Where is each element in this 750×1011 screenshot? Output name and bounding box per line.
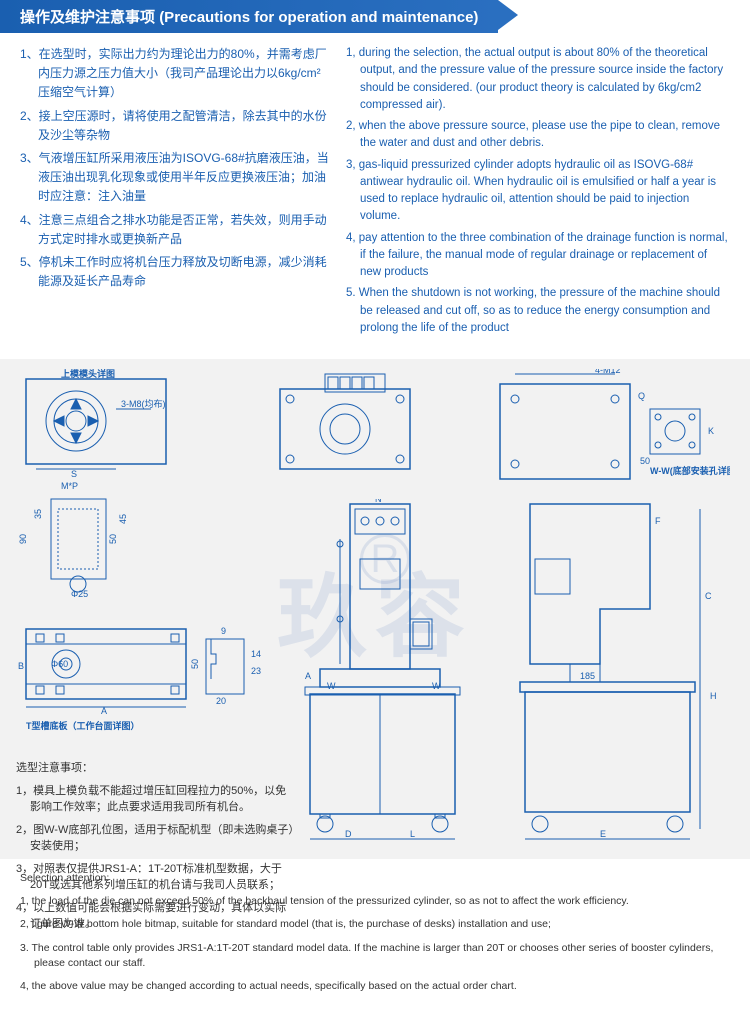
dim-50l: 50 xyxy=(108,534,118,544)
precaution-en-1: 1, during the selection, the actual outp… xyxy=(346,45,730,114)
dim-phi60: Φ60 xyxy=(51,659,68,669)
dim-45: 45 xyxy=(118,514,128,524)
dim-90: 90 xyxy=(18,534,28,544)
letter-a: A xyxy=(305,671,311,681)
precaution-en-2: 2, when the above pressure source, pleas… xyxy=(346,118,730,153)
precaution-cn-4: 4、注意三点组合之排水功能是否正常，若失效，则用手动方式定时排水或更换新产品 xyxy=(20,211,330,249)
machine-side-view: C H 185 F E xyxy=(510,499,730,844)
letter-n: N xyxy=(375,499,382,504)
selection-cn-2: 2，图W-W底部孔位图，适用于标配机型（即未选购桌子）安装使用； xyxy=(16,822,296,855)
precautions-block: 1、在选型时，实际出力约为理论出力的80%，并需考虑厂内压力源之压力值大小（我司… xyxy=(0,33,750,351)
label-mount-holes: 4-M12 xyxy=(595,369,621,375)
label-slot-plate: T型槽底板（工作台面详图） xyxy=(26,720,140,731)
selection-en-3: 3. The control table only provides JRS1-… xyxy=(20,941,730,971)
selection-cn-1: 1，模具上模负载不能超过增压缸回程拉力的50%，以免影响工作效率；此点要求适用我… xyxy=(16,783,296,816)
precaution-cn-2: 2、接上空压源时，请将使用之配管清洁，除去其中的水份及沙尘等杂物 xyxy=(20,107,330,145)
letter-e: E xyxy=(600,829,606,839)
precautions-english: 1, during the selection, the actual outp… xyxy=(346,45,730,341)
machine-top-view xyxy=(270,369,440,479)
precaution-en-5: 5. When the shutdown is not working, the… xyxy=(346,285,730,337)
precaution-cn-3: 3、气液增压缸所采用液压油为ISOVG-68#抗磨液压油，当液压油出现乳化现象或… xyxy=(20,149,330,207)
machine-front-view: N A D L W W xyxy=(290,499,490,844)
dim-35: 35 xyxy=(33,509,43,519)
label-top-detail: 上模模头详图 xyxy=(61,369,115,379)
precaution-en-3: 3, gas-liquid pressurized cylinder adopt… xyxy=(346,157,730,226)
t-slot-plate-drawing: Φ60 B A 9 14 23 20 50 T型槽底板（工作台面详图） xyxy=(16,619,266,739)
dim-9: 9 xyxy=(221,626,226,636)
dim-50r2: 50 xyxy=(640,456,650,466)
upper-die-detail-drawing: 上模模头详图 3-M8(均布) S M*P Φ25 90 35 50 45 xyxy=(16,369,176,599)
letter-w: W xyxy=(327,681,336,691)
letter-l: L xyxy=(410,829,415,839)
precautions-chinese: 1、在选型时，实际出力约为理论出力的80%，并需考虑厂内压力源之压力值大小（我司… xyxy=(20,45,330,341)
letter-h: H xyxy=(710,691,717,701)
dim-50r: 50 xyxy=(190,659,200,669)
label-bottom-detail: W-W(底部安装孔详图) xyxy=(650,465,730,476)
letter-d: D xyxy=(345,829,352,839)
dim-23: 23 xyxy=(251,666,261,676)
letter-w2: W xyxy=(432,681,441,691)
selection-notes-cn: 选型注意事项： 1，模具上模负载不能超过增压缸回程拉力的50%，以免影响工作效率… xyxy=(16,754,296,934)
dim-185: 185 xyxy=(580,671,595,681)
letter-c: C xyxy=(705,591,712,601)
dim-phi25: Φ25 xyxy=(71,589,88,599)
section-header: 操作及维护注意事项 (Precautions for operation and… xyxy=(0,0,498,33)
dim-mp: M*P xyxy=(61,481,78,491)
selection-cn-4: 4，以上数值可能会根据实际需要进行变动，具体以实际订单图为准。 xyxy=(16,900,296,933)
technical-diagram-area: R 玖容 上模模头详图 3-M8(均布) S M*P Φ25 90 35 50 … xyxy=(0,359,750,859)
precaution-en-4: 4, pay attention to the three combinatio… xyxy=(346,230,730,282)
side-plate-drawing: 4-M12 K 50 W-W(底部安装孔详图) Q xyxy=(490,369,730,499)
letter-q: Q xyxy=(638,391,645,401)
letter-b: B xyxy=(18,661,24,671)
selection-cn-3: 3，对照表仅提供JRS1-A：1T-20T标准机型数据，大于20T或选其他系列增… xyxy=(16,861,296,894)
header-title-en: (Precautions for operation and maintenan… xyxy=(159,9,478,26)
dim-s: S xyxy=(71,469,77,479)
letter-k: K xyxy=(708,426,714,436)
precaution-cn-1: 1、在选型时，实际出力约为理论出力的80%，并需考虑厂内压力源之压力值大小（我司… xyxy=(20,45,330,103)
selection-en-4: 4, the above value may be changed accord… xyxy=(20,979,730,994)
precaution-cn-5: 5、停机未工作时应将机台压力释放及切断电源，减少消耗能源及延长产品寿命 xyxy=(20,253,330,291)
selection-cn-title: 选型注意事项： xyxy=(16,760,296,777)
header-title-cn: 操作及维护注意事项 xyxy=(20,9,155,26)
dim-14: 14 xyxy=(251,649,261,659)
dim-20: 20 xyxy=(216,696,226,706)
label-bolt-spec: 3-M8(均布) xyxy=(121,398,166,409)
letter-f: F xyxy=(655,516,661,526)
